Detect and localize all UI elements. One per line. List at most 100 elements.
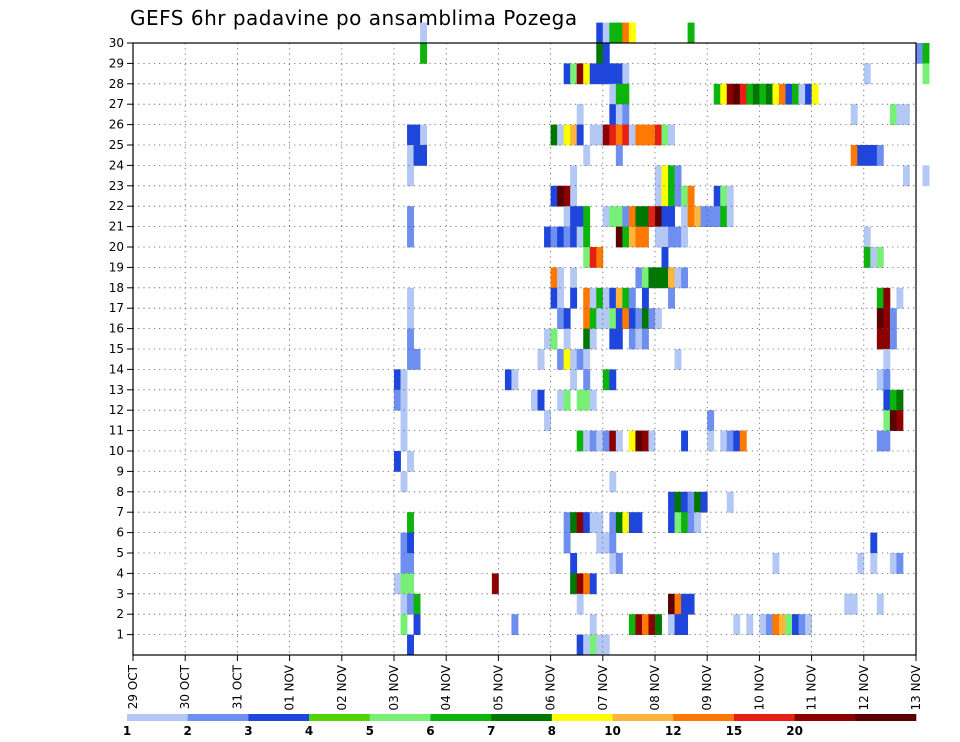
- heatmap-cell: [602, 532, 610, 554]
- heatmap-cell: [511, 369, 519, 391]
- heatmap-cell: [726, 83, 734, 105]
- x-tick-label: 08 NOV: [648, 664, 662, 710]
- colorbar-swatch: [491, 714, 553, 721]
- colorbar-swatch: [309, 714, 371, 721]
- heatmap-cell: [407, 287, 414, 309]
- heatmap-cell: [641, 287, 649, 309]
- heatmap-cell: [622, 512, 630, 533]
- heatmap-cell: [674, 185, 682, 207]
- heatmap-cell: [400, 471, 408, 493]
- heatmap-cell: [531, 389, 538, 411]
- heatmap-cell: [661, 165, 669, 187]
- heatmap-cell: [511, 614, 519, 635]
- heatmap-cell: [896, 553, 904, 574]
- y-tick-label: 3: [116, 587, 124, 601]
- heatmap-cell: [792, 614, 799, 635]
- colorbar: 1 2 3 4 5 6 7 8 10 12 15 20: [123, 714, 917, 738]
- heatmap-cell: [576, 512, 584, 533]
- heatmap-cell: [550, 124, 558, 146]
- heatmap-cell: [576, 389, 584, 411]
- heatmap-cell: [583, 145, 591, 166]
- heatmap-cell: [641, 328, 649, 350]
- heatmap-cell: [850, 593, 858, 615]
- heatmap-cell: [635, 430, 643, 452]
- heatmap-cell: [583, 430, 591, 452]
- heatmap-cell: [413, 349, 421, 370]
- heatmap-cell: [628, 512, 636, 533]
- heatmap-cell: [850, 145, 858, 166]
- heatmap-cell: [726, 430, 734, 452]
- heatmap-cell: [628, 124, 636, 146]
- heatmap-cell: [589, 124, 597, 146]
- heatmap-cell: [674, 593, 682, 615]
- heatmap-cell: [407, 451, 414, 472]
- heatmap-cell: [863, 226, 871, 248]
- heatmap-cell: [635, 206, 643, 227]
- heatmap-cell: [576, 124, 584, 146]
- heatmap-cell: [596, 430, 604, 452]
- heatmap-cell: [407, 124, 414, 146]
- heatmap-cell: [896, 104, 904, 125]
- heatmap-cell: [563, 124, 571, 146]
- heatmap-cell: [589, 430, 597, 452]
- heatmap-cell: [668, 491, 675, 513]
- heatmap-cell: [622, 308, 630, 329]
- heatmap-cell: [648, 267, 656, 289]
- heatmap-cell: [589, 512, 597, 533]
- y-tick-label: 10: [109, 444, 124, 458]
- colorbar-label: 5: [366, 724, 374, 738]
- heatmap-cell: [811, 83, 819, 105]
- colorbar-label: 3: [244, 724, 252, 738]
- colorbar-swatch: [248, 714, 310, 721]
- heatmap-cell: [628, 206, 636, 227]
- heatmap-cell: [681, 512, 689, 533]
- heatmap-cell: [615, 553, 623, 574]
- colorbar-label: 7: [487, 724, 495, 738]
- heatmap-cell: [655, 206, 662, 227]
- heatmap-cell: [602, 430, 610, 452]
- heatmap-cell: [648, 430, 656, 452]
- heatmap-cell: [420, 145, 428, 166]
- y-tick-label: 23: [109, 179, 124, 193]
- heatmap-cell: [615, 308, 623, 329]
- heatmap-cell: [870, 247, 878, 268]
- heatmap-cell: [583, 206, 591, 227]
- colorbar-swatch: [794, 714, 856, 721]
- x-axis: 29 OCT 30 OCT 31 OCT 01 NOV 02 NOV 03 NOV 04 N…: [126, 655, 923, 711]
- heatmap-cell: [576, 104, 584, 125]
- heatmap-cell: [407, 226, 414, 248]
- heatmap-cell: [694, 512, 702, 533]
- heatmap-cell: [596, 634, 604, 656]
- heatmap-cell: [726, 185, 734, 207]
- heatmap-cell: [635, 308, 643, 329]
- colorbar-label: 6: [426, 724, 434, 738]
- y-tick-label: 27: [109, 97, 124, 111]
- heatmap-cell: [609, 308, 617, 329]
- heatmap-cell: [609, 512, 617, 533]
- heatmap-cell: [863, 145, 871, 166]
- heatmap-cell: [883, 287, 891, 309]
- heatmap-cell: [407, 593, 414, 615]
- heatmap-cell: [602, 369, 610, 391]
- heatmap-cell: [407, 206, 414, 227]
- heatmap-cell: [550, 226, 558, 248]
- heatmap-cell: [589, 287, 597, 309]
- heatmap-cell: [661, 185, 669, 207]
- heatmap-cell: [733, 614, 741, 635]
- heatmap-cell: [883, 389, 891, 411]
- heatmap-cell: [681, 267, 689, 289]
- x-tick-label: 13 NOV: [909, 664, 923, 710]
- y-tick-label: 28: [109, 77, 124, 91]
- heatmap-cell: [641, 430, 649, 452]
- heatmap-cell: [615, 83, 623, 105]
- heatmap-cell: [628, 226, 636, 248]
- heatmap-cell: [876, 308, 884, 329]
- colorbar-swatch: [855, 714, 917, 721]
- y-tick-label: 26: [109, 118, 124, 132]
- heatmap-cell: [615, 104, 623, 125]
- x-tick-label: 11 NOV: [805, 664, 819, 710]
- heatmap-cell: [407, 349, 414, 370]
- heatmap-cell: [876, 369, 884, 391]
- heatmap-cell: [570, 165, 578, 187]
- heatmap-cell: [661, 124, 669, 146]
